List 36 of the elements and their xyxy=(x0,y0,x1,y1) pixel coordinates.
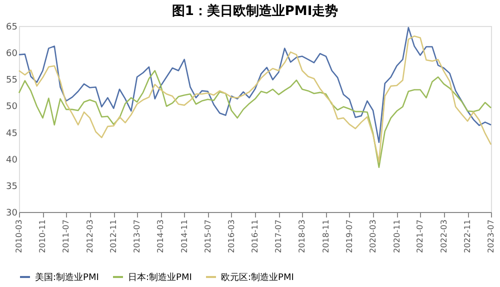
x-tick-label: 2018-03 xyxy=(298,220,307,253)
x-tick-label: 2020-03 xyxy=(368,220,378,253)
x-tick-label: 2023-07 xyxy=(486,220,496,253)
y-tick-label: 55 xyxy=(6,76,18,86)
x-tick-label: 2013-07 xyxy=(132,220,142,253)
x-tick-label: 2012-03 xyxy=(85,220,94,253)
line-series xyxy=(18,70,492,168)
legend-label: 美国:制造业PMI xyxy=(35,272,99,283)
x-tick-label: 2019-07 xyxy=(344,220,354,253)
y-tick-label: 30 xyxy=(6,208,18,218)
x-tick-label: 2014-03 xyxy=(156,220,166,253)
y-tick-label: 65 xyxy=(6,22,18,32)
legend-label: 欧元区:制造业PMI xyxy=(221,272,294,283)
x-tick-label: 2021-07 xyxy=(416,220,425,253)
x-tick-label: 2020-11 xyxy=(392,220,402,253)
x-tick-label: 2014-11 xyxy=(180,220,189,253)
x-tick-label: 2012-11 xyxy=(109,220,118,253)
line-series xyxy=(18,26,492,144)
y-tick-label: 60 xyxy=(6,49,18,60)
x-tick-label: 2010-03 xyxy=(14,220,24,253)
x-tick-label: 2016-11 xyxy=(250,220,260,253)
x-tick-label: 2018-11 xyxy=(321,220,330,253)
legend-label: 日本:制造业PMI xyxy=(128,272,192,283)
y-tick-label: 50 xyxy=(6,102,18,112)
x-tick-label: 2022-03 xyxy=(439,220,448,253)
x-tick-label: 2016-03 xyxy=(226,220,236,253)
chart-title: 图1：美日欧制造业PMI走势 xyxy=(172,3,338,19)
y-tick-label: 40 xyxy=(6,155,18,166)
x-tick-label: 2011-07 xyxy=(62,220,71,253)
x-tick-label: 2015-07 xyxy=(203,220,212,253)
line-series xyxy=(18,35,492,163)
x-tick-label: 2017-07 xyxy=(274,220,284,253)
x-tick-label: 2022-11 xyxy=(463,220,472,253)
y-tick-label: 45 xyxy=(6,128,18,139)
y-tick-label: 35 xyxy=(6,182,18,192)
x-tick-label: 2010-11 xyxy=(38,220,48,253)
